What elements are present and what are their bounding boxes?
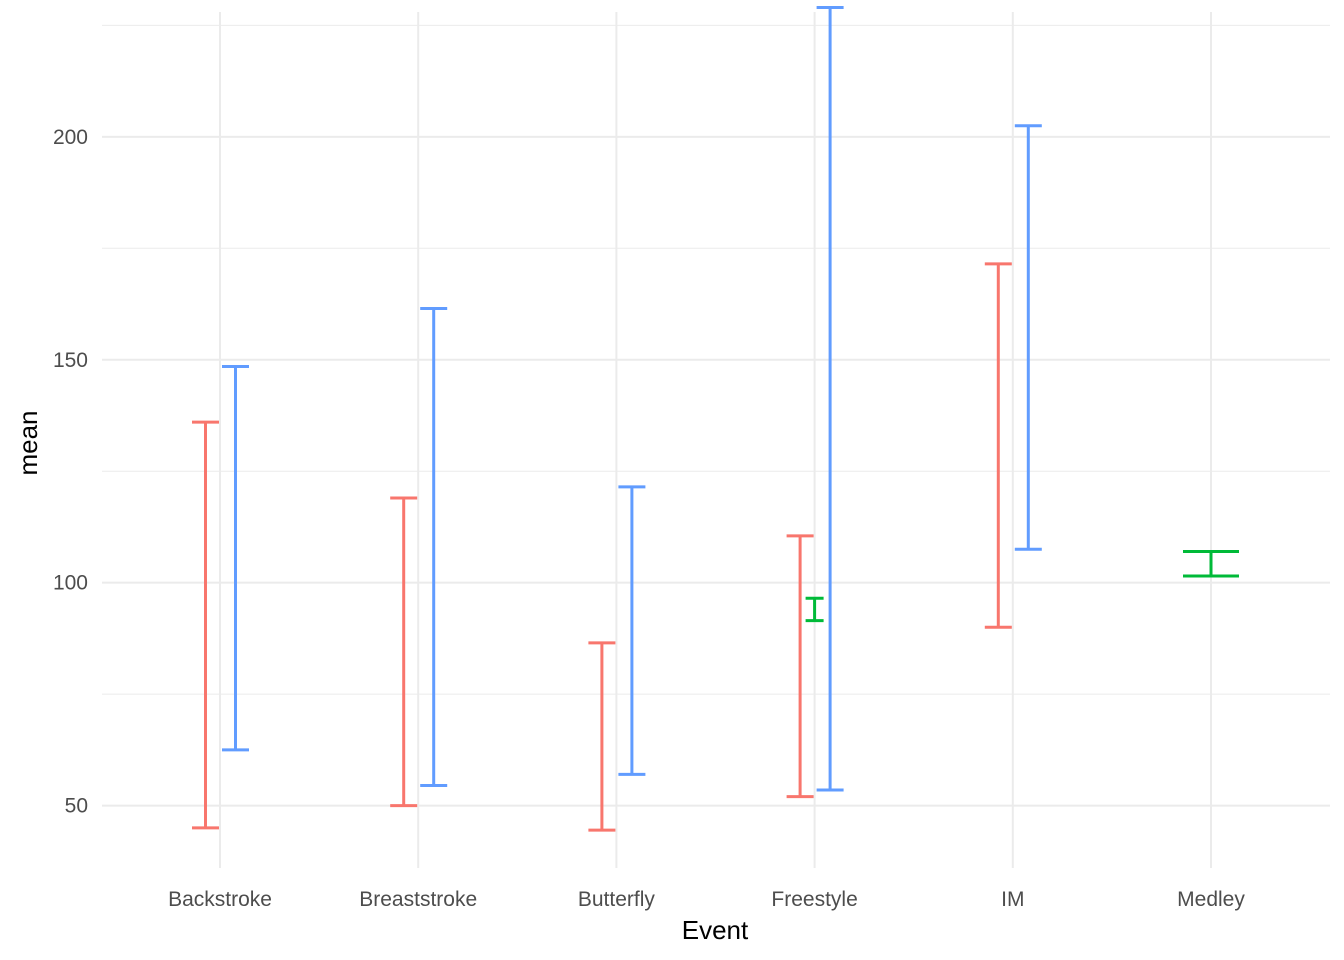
error-bar bbox=[222, 364, 249, 752]
x-tick-label: IM bbox=[1001, 888, 1024, 911]
error-bar bbox=[618, 485, 646, 776]
error-bar bbox=[786, 534, 814, 799]
x-axis-tick-labels: Backstroke Breaststroke Butterfly Freestyle… bbox=[168, 888, 1245, 911]
x-tick-label: Medley bbox=[1177, 888, 1245, 911]
error-bar bbox=[1014, 124, 1042, 551]
error-bar bbox=[420, 306, 448, 788]
error-bar bbox=[984, 262, 1012, 629]
x-axis-title: Event bbox=[682, 915, 749, 945]
error-bar bbox=[588, 641, 616, 832]
y-tick-label: 100 bbox=[53, 572, 88, 595]
x-tick-label: Freestyle bbox=[771, 888, 857, 911]
y-axis-tick-labels: 50 100 150 200 bbox=[53, 126, 88, 818]
error-bar bbox=[390, 496, 418, 808]
y-axis-title: mean bbox=[13, 410, 43, 475]
error-bar bbox=[192, 420, 219, 830]
y-tick-label: 200 bbox=[53, 126, 88, 149]
error-bar bbox=[805, 596, 824, 623]
grid-lines bbox=[102, 12, 1330, 868]
error-bars bbox=[192, 6, 1239, 832]
y-tick-label: 150 bbox=[53, 349, 88, 372]
x-tick-label: Butterfly bbox=[578, 888, 656, 911]
error-bar bbox=[1183, 549, 1239, 578]
error-bar bbox=[816, 6, 844, 792]
x-tick-label: Breaststroke bbox=[359, 888, 477, 911]
x-tick-label: Backstroke bbox=[168, 888, 272, 911]
y-tick-label: 50 bbox=[65, 795, 88, 818]
